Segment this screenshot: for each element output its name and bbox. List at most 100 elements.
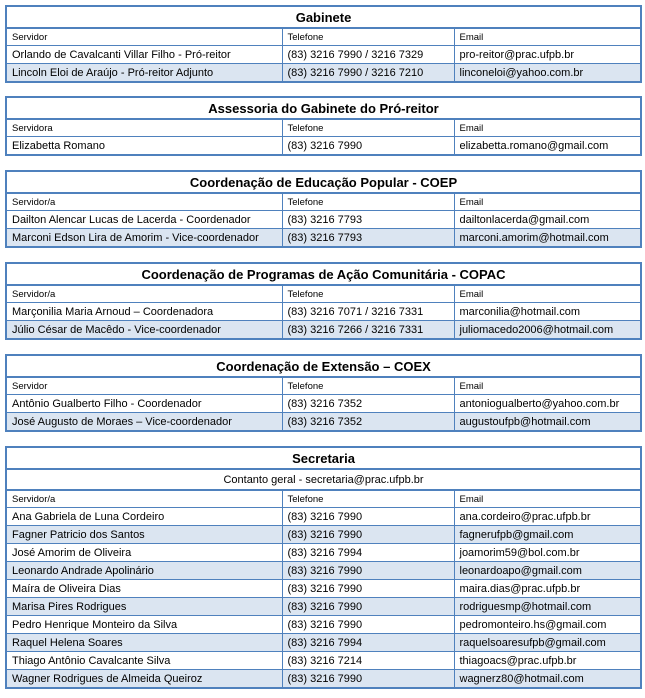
data-row: Maíra de Oliveira Dias (83) 3216 7990 mair… xyxy=(5,579,642,598)
email-cell: thiagoacs@prac.ufpb.br xyxy=(453,651,642,670)
email-cell: joamorim59@bol.com.br xyxy=(453,543,642,562)
data-row: Marconi Edson Lira de Amorim - Vice-coor… xyxy=(5,228,642,248)
column-header: Telefone xyxy=(281,376,455,395)
phone-cell: (83) 3216 7990 xyxy=(281,525,455,544)
email-cell: wagnerz80@hotmail.com xyxy=(453,669,642,689)
email-cell: pro-reitor@prac.ufpb.br xyxy=(453,45,642,64)
section-subtitle: Contanto geral - secretaria@prac.ufpb.br xyxy=(5,468,642,491)
phone-cell: (83) 3216 7994 xyxy=(281,543,455,562)
email-cell: marconi.amorim@hotmail.com xyxy=(453,228,642,248)
section-title: Assessoria do Gabinete do Pró-reitor xyxy=(5,96,642,120)
phone-cell: (83) 3216 7266 / 3216 7331 xyxy=(281,320,455,340)
phone-cell: (83) 3216 7352 xyxy=(281,412,455,432)
table-body: Coordenação de Programas de Ação Comunit… xyxy=(5,262,642,340)
table-body: Coordenação de Extensão – COEX Servidor Te… xyxy=(5,354,642,432)
title-row: Assessoria do Gabinete do Pró-reitor xyxy=(5,96,642,120)
phone-cell: (83) 3216 7793 xyxy=(281,228,455,248)
email-cell: raquelsoaresufpb@gmail.com xyxy=(453,633,642,652)
email-cell: antoniogualberto@yahoo.com.br xyxy=(453,394,642,413)
column-header: Telefone xyxy=(281,489,455,508)
name-cell: Leonardo Andrade Apolinário xyxy=(5,561,283,580)
title-row: Gabinete xyxy=(5,5,642,29)
table-body: Coordenação de Educação Popular - COEP Se… xyxy=(5,170,642,248)
name-cell: Pedro Henrique Monteiro da Silva xyxy=(5,615,283,634)
name-cell: Elizabetta Romano xyxy=(5,136,283,156)
name-cell: Antônio Gualberto Filho - Coordenador xyxy=(5,394,283,413)
name-cell: Marisa Pires Rodrigues xyxy=(5,597,283,616)
column-header: Telefone xyxy=(281,192,455,211)
header-row: Servidor/a Telefone Email xyxy=(5,284,642,303)
section-table: Gabinete Servidor Telefone Email Orlando de … xyxy=(5,5,643,83)
phone-cell: (83) 3216 7214 xyxy=(281,651,455,670)
name-cell: José Amorim de Oliveira xyxy=(5,543,283,562)
column-header: Servidor xyxy=(5,376,283,395)
name-cell: Lincoln Eloi de Araújo - Pró-reitor Adju… xyxy=(5,63,283,83)
phone-cell: (83) 3216 7793 xyxy=(281,210,455,229)
data-row: José Amorim de Oliveira (83) 3216 7994 joa… xyxy=(5,543,642,562)
email-cell: dailtonlacerda@gmail.com xyxy=(453,210,642,229)
name-cell: José Augusto de Moraes – Vice-coordenado… xyxy=(5,412,283,432)
section-title: Coordenação de Programas de Ação Comunit… xyxy=(5,262,642,286)
subtitle-row: Contanto geral - secretaria@prac.ufpb.br xyxy=(5,468,642,491)
title-row: Coordenação de Educação Popular - COEP xyxy=(5,170,642,194)
column-header: Telefone xyxy=(281,284,455,303)
phone-cell: (83) 3216 7994 xyxy=(281,633,455,652)
email-cell: leonardoapo@gmail.com xyxy=(453,561,642,580)
phone-cell: (83) 3216 7990 xyxy=(281,579,455,598)
column-header: Servidor/a xyxy=(5,284,283,303)
column-header: Servidor/a xyxy=(5,489,283,508)
name-cell: Júlio César de Macêdo - Vice-coordenador xyxy=(5,320,283,340)
title-row: Secretaria xyxy=(5,446,642,470)
title-row: Coordenação de Programas de Ação Comunit… xyxy=(5,262,642,286)
data-row: Wagner Rodrigues de Almeida Queiroz (83) … xyxy=(5,669,642,689)
table-body: Gabinete Servidor Telefone Email Orlando de … xyxy=(5,5,642,83)
section-table: Assessoria do Gabinete do Pró-reitor Serv… xyxy=(5,96,643,156)
name-cell: Maíra de Oliveira Dias xyxy=(5,579,283,598)
phone-cell: (83) 3216 7990 xyxy=(281,561,455,580)
section-table: Coordenação de Educação Popular - COEP Se… xyxy=(5,170,642,248)
column-header: Email xyxy=(453,489,642,508)
data-row: Elizabetta Romano (83) 3216 7990 elizabett… xyxy=(5,136,642,156)
header-row: Servidor/a Telefone Email xyxy=(5,489,642,508)
column-header: Email xyxy=(453,284,642,303)
phone-cell: (83) 3216 7990 xyxy=(281,597,455,616)
data-row: Raquel Helena Soares (83) 3216 7994 raquel… xyxy=(5,633,642,652)
phone-cell: (83) 3216 7990 xyxy=(281,615,455,634)
data-row: Lincoln Eloi de Araújo - Pró-reitor Adju… xyxy=(5,63,642,83)
email-cell: linconeloi@yahoo.com.br xyxy=(453,63,642,83)
column-header: Servidor/a xyxy=(5,192,283,211)
data-row: José Augusto de Moraes – Vice-coordenado… xyxy=(5,412,642,432)
column-header: Telefone xyxy=(281,118,455,137)
section-table: Coordenação de Extensão – COEX Servidor Te… xyxy=(5,354,643,432)
data-row: Pedro Henrique Monteiro da Silva (83) 321… xyxy=(5,615,642,634)
name-cell: Wagner Rodrigues de Almeida Queiroz xyxy=(5,669,283,689)
email-cell: ana.cordeiro@prac.ufpb.br xyxy=(453,507,642,526)
email-cell: rodriguesmp@hotmail.com xyxy=(453,597,642,616)
phone-cell: (83) 3216 7990 xyxy=(281,136,455,156)
email-cell: marconilia@hotmail.com xyxy=(453,302,642,321)
phone-cell: (83) 3216 7990 / 3216 7329 xyxy=(281,45,455,64)
section-table: Coordenação de Programas de Ação Comunit… xyxy=(5,262,642,340)
data-row: Leonardo Andrade Apolinário (83) 3216 799… xyxy=(5,561,642,580)
section-title: Coordenação de Extensão – COEX xyxy=(5,354,642,378)
email-cell: maira.dias@prac.ufpb.br xyxy=(453,579,642,598)
data-row: Antônio Gualberto Filho - Coordenador (83… xyxy=(5,394,642,413)
name-cell: Marçonilia Maria Arnoud – Coordenadora xyxy=(5,302,283,321)
column-header: Telefone xyxy=(281,27,455,46)
column-header: Email xyxy=(453,376,642,395)
name-cell: Fagner Patricio dos Santos xyxy=(5,525,283,544)
section-title: Gabinete xyxy=(5,5,642,29)
data-row: Fagner Patricio dos Santos (83) 3216 7990… xyxy=(5,525,642,544)
email-cell: augustoufpb@hotmail.com xyxy=(453,412,642,432)
section-title: Secretaria xyxy=(5,446,642,470)
email-cell: pedromonteiro.hs@gmail.com xyxy=(453,615,642,634)
data-row: Orlando de Cavalcanti Villar Filho - Pró… xyxy=(5,45,642,64)
name-cell: Raquel Helena Soares xyxy=(5,633,283,652)
email-cell: fagnerufpb@gmail.com xyxy=(453,525,642,544)
phone-cell: (83) 3216 7352 xyxy=(281,394,455,413)
column-header: Email xyxy=(453,192,642,211)
phone-cell: (83) 3216 7990 xyxy=(281,669,455,689)
column-header: Servidora xyxy=(5,118,283,137)
phone-cell: (83) 3216 7990 / 3216 7210 xyxy=(281,63,455,83)
